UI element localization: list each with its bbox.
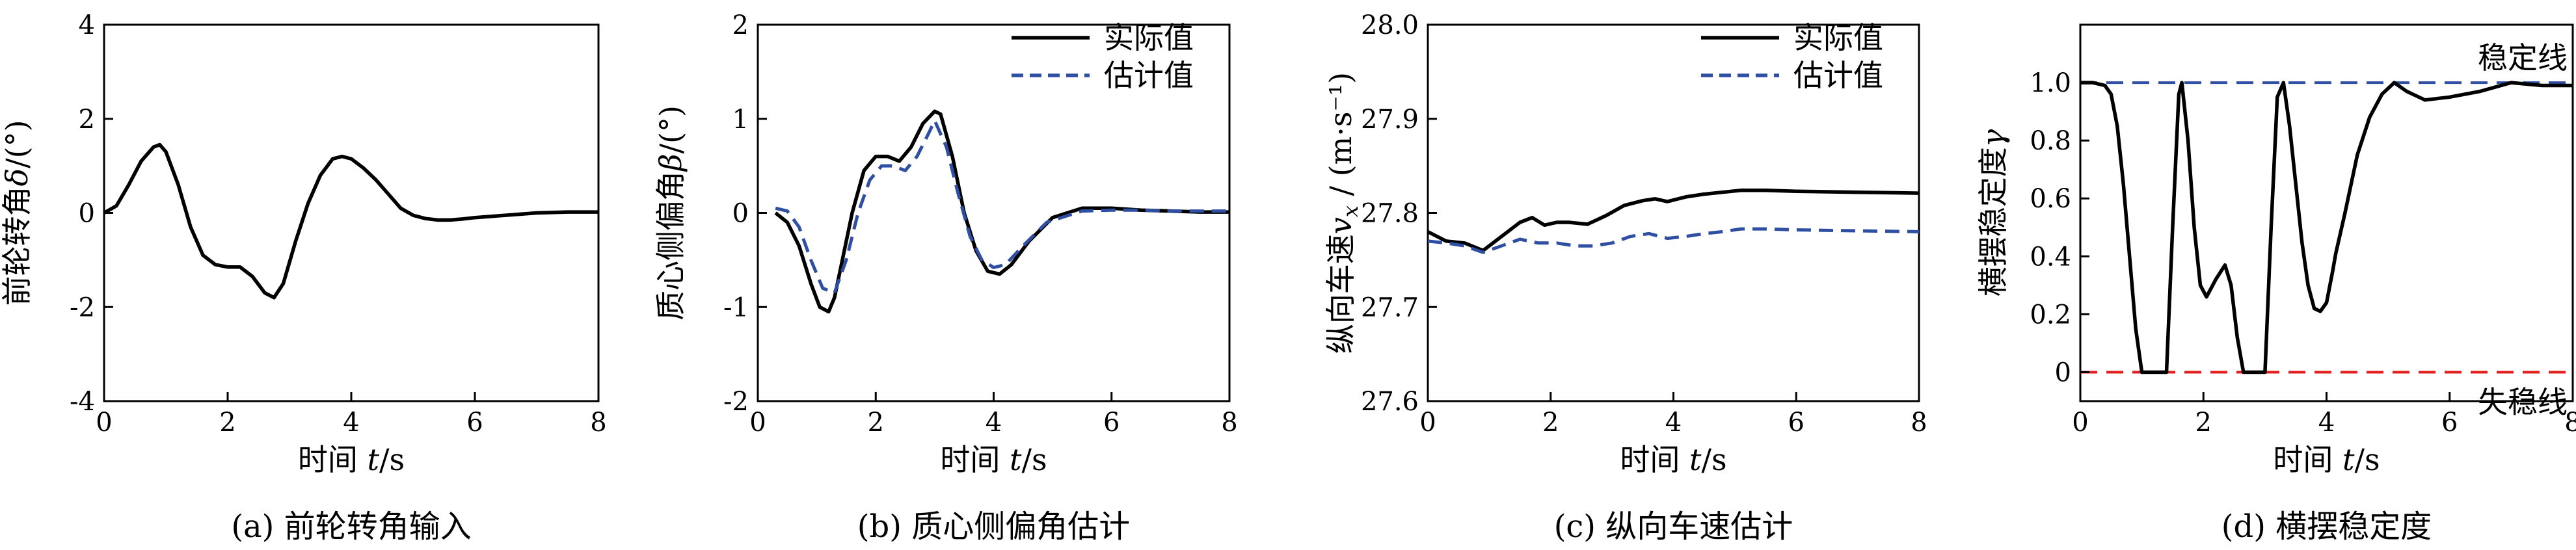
y-tick-label: -1 [723,293,749,322]
y-tick-label: 0 [732,199,749,229]
x-tick-label: 0 [749,408,766,438]
series-line-0 [1427,189,1920,253]
x-axis-label: 时间 t/s [1620,442,1726,477]
legend-label-0: 实际值 [1793,20,1883,55]
x-axis-label: 时间 t/s [2273,442,2380,477]
y-tick-label: 0 [2055,358,2071,387]
panel-caption: (b) 质心侧偏角估计 [857,508,1130,545]
x-tick-label: 2 [2195,408,2212,438]
x-tick-label: 4 [1665,408,1682,438]
x-tick-label: 4 [343,408,359,438]
series-line-0 [2080,81,2573,374]
x-tick-label: 8 [1911,408,1927,438]
y-tick-label: 0.6 [2030,184,2071,214]
y-tick-label: 27.8 [1361,199,1419,229]
y-axis-label: 纵向车速vx / (m·s⁻¹) [1323,72,1363,354]
y-tick-label: 2 [79,105,95,135]
series-line-0 [103,142,598,300]
x-tick-label: 8 [2564,408,2576,438]
x-tick-label: 6 [1103,408,1120,438]
y-tick-label: 27.9 [1361,105,1419,135]
x-tick-label: 2 [1542,408,1559,438]
x-tick-label: 0 [2072,408,2088,438]
x-tick-label: 6 [1788,408,1805,438]
y-tick-label: 0.2 [2030,300,2071,330]
y-tick-label: 27.6 [1361,387,1419,417]
chart-panel-0: 0 2 4 6 8 -4 -2 0 2 4 时间 t/s 前轮转角δ/(°) (a) 前轮转角输入 [0,10,607,545]
x-tick-label: 8 [590,408,606,438]
series-line-1 [1427,227,1920,254]
y-tick-label: 28.0 [1361,10,1419,40]
x-tick-label: 8 [1221,408,1237,438]
x-tick-label: 0 [1419,408,1436,438]
x-axis-label: 时间 t/s [940,442,1047,477]
legend-label-0: 实际值 [1104,20,1194,55]
y-axis-label: 质心侧偏角β/(°) [653,105,688,321]
legend-label-1: 估计值 [1104,58,1194,93]
y-tick-label: 4 [79,10,95,40]
series-line-1 [775,119,1229,295]
y-tick-label: -2 [723,387,749,417]
x-tick-label: 4 [2318,408,2335,438]
y-tick-label: 0.8 [2030,126,2071,156]
panel-caption: (d) 横摆稳定度 [2221,508,2432,545]
x-tick-label: 6 [466,408,483,438]
legend-label-1: 估计值 [1793,58,1883,93]
plot-frame [2079,23,2574,402]
x-tick-label: 4 [986,408,1002,438]
x-tick-label: 6 [2441,408,2458,438]
y-tick-label: 1 [732,105,749,135]
y-tick-label: -2 [70,293,95,322]
x-tick-label: 2 [219,408,235,438]
y-tick-label: 27.7 [1361,293,1419,322]
panel-caption: (c) 纵向车速估计 [1554,508,1793,545]
reference-line-label-0: 稳定线 [2478,40,2568,75]
x-axis-label: 时间 t/s [298,442,405,477]
series-line-0 [774,109,1229,314]
y-tick-label: 1.0 [2030,68,2071,98]
panel-caption: (a) 前轮转角输入 [231,508,471,545]
y-tick-label: 0.4 [2030,242,2071,272]
y-tick-label: 2 [732,10,749,40]
y-axis-label: 横摆稳定度γ [1976,129,2011,296]
y-axis-label: 前轮转角δ/(°) [0,120,34,306]
x-tick-label: 0 [96,408,112,438]
x-tick-label: 2 [868,408,884,438]
y-tick-label: -4 [70,387,95,417]
reference-line-label-1: 失稳线 [2478,384,2568,419]
y-tick-label: 0 [79,199,95,229]
